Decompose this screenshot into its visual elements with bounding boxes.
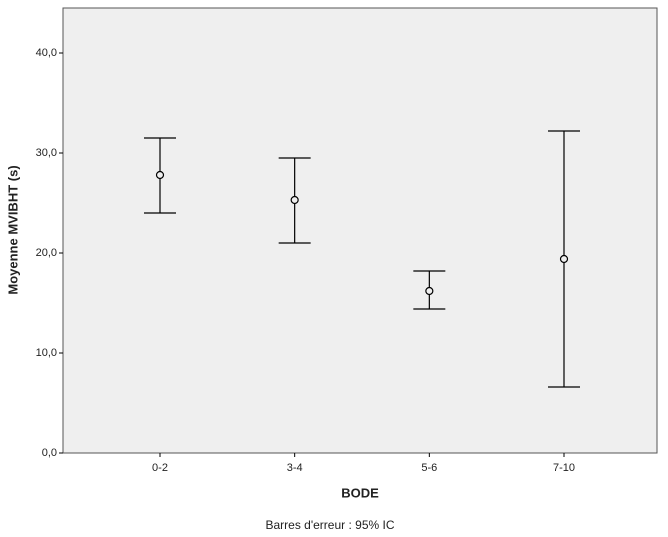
- x-axis-title: BODE: [341, 485, 379, 500]
- plot-area: [62, 7, 658, 454]
- note: Barres d'erreur : 95% IC: [265, 518, 394, 532]
- y-tick-label: 30,0: [36, 147, 57, 159]
- mean-marker: [290, 195, 299, 205]
- y-tick-label: 40,0: [36, 47, 57, 59]
- y-axis-title: Moyenne MVIBHT (s): [5, 165, 20, 294]
- mean-marker: [425, 286, 434, 296]
- x-tick-label: 5-6: [421, 462, 437, 474]
- x-tick-label: 7-10: [553, 462, 575, 474]
- x-tick-label: 3-4: [287, 462, 303, 474]
- mean-marker: [155, 170, 165, 180]
- mean-marker: [559, 254, 569, 264]
- y-tick-label: 10,0: [36, 347, 57, 359]
- y-tick-label: 20,0: [36, 247, 57, 259]
- x-tick-label: 0-2: [152, 462, 168, 474]
- y-tick-label: 0,0: [42, 447, 57, 459]
